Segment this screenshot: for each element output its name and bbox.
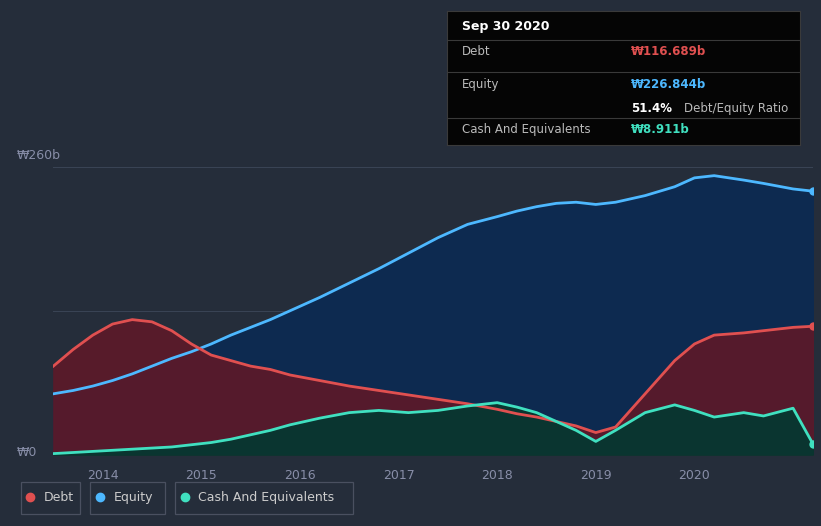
Bar [175, 482, 353, 514]
Bar [21, 482, 80, 514]
Text: Sep 30 2020: Sep 30 2020 [461, 20, 549, 33]
Text: Equity: Equity [461, 78, 499, 90]
Text: Debt: Debt [44, 491, 74, 504]
Text: Cash And Equivalents: Cash And Equivalents [198, 491, 334, 504]
Text: Equity: Equity [113, 491, 153, 504]
Text: 51.4%: 51.4% [631, 102, 672, 115]
Text: ₩8.911b: ₩8.911b [631, 123, 690, 136]
Text: ₩260b: ₩260b [17, 149, 61, 163]
Text: ₩226.844b: ₩226.844b [631, 78, 706, 90]
Text: Debt/Equity Ratio: Debt/Equity Ratio [684, 102, 788, 115]
Text: Debt: Debt [461, 45, 490, 58]
Text: ₩0: ₩0 [17, 446, 37, 459]
Text: Cash And Equivalents: Cash And Equivalents [461, 123, 590, 136]
Bar [90, 482, 165, 514]
Text: ₩116.689b: ₩116.689b [631, 45, 706, 58]
